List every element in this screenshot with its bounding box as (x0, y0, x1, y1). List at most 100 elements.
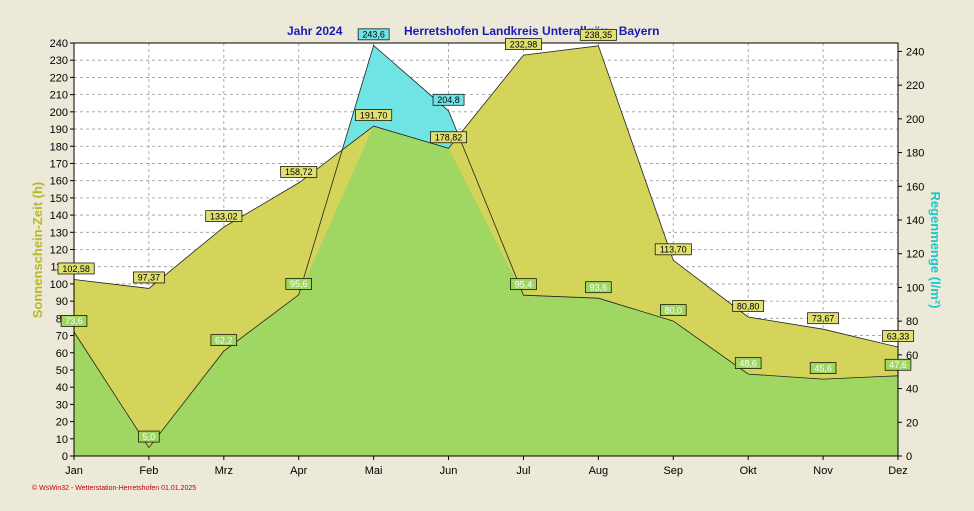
y-tick-label-right: 160 (906, 181, 924, 193)
sunshine-data-label-box (807, 312, 839, 325)
rain-data-label: 5,0 (143, 432, 156, 442)
y-tick-label-right: 20 (906, 417, 918, 429)
rain-data-label: 93,6 (590, 283, 608, 293)
sunshine-data-label-box (133, 271, 165, 284)
y-tick-label-left: 50 (56, 365, 68, 377)
x-tick-label: Feb (139, 465, 158, 477)
rain-line (73, 44, 899, 449)
footer-credit: © WsWin32 - Wetterstation-Herretshofen 0… (32, 484, 196, 492)
y-tick-label-right: 0 (906, 451, 912, 463)
rain-data-label: 62,2 (215, 335, 233, 345)
sunshine-data-label-box (57, 262, 95, 275)
rain-data-label: 45,6 (814, 363, 832, 373)
x-tick-label: Jan (65, 465, 83, 477)
rain-data-label-box (585, 281, 612, 294)
rain-data-label: 243,6 (362, 30, 385, 40)
rain-data-label-box (210, 334, 238, 346)
y-tick-label-left: 70 (56, 331, 68, 343)
sunshine-data-label: 73,67 (812, 314, 835, 324)
y-axis-label-left: Sonnenschein-Zeit (h) (30, 182, 45, 319)
sunshine-data-label: 80,80 (737, 301, 760, 311)
rain-data-label-box (285, 277, 312, 290)
rain-data-label-box (660, 304, 687, 316)
y-tick-label-left: 230 (50, 55, 68, 67)
y-tick-label-left: 90 (56, 296, 68, 308)
rain-data-label-box (884, 358, 912, 371)
y-tick-label-left: 10 (56, 434, 68, 446)
x-tick-label: Jun (440, 465, 458, 477)
rain-data-label-box (734, 357, 762, 369)
rain-data-label-box (357, 28, 390, 41)
y-tick-label-left: 190 (50, 124, 68, 136)
y-tick-label-left: 60 (56, 348, 68, 360)
y-tick-label-left: 30 (56, 399, 68, 411)
rain-data-label-box (60, 315, 88, 327)
y-tick-label-left: 140 (50, 210, 68, 222)
y-tick-label-left: 180 (50, 141, 68, 153)
y-tick-label-left: 20 (56, 417, 68, 429)
y-tick-label-right: 40 (906, 384, 918, 396)
sunshine-data-label: 102,58 (62, 264, 90, 274)
rain-data-label-box (432, 93, 465, 106)
sunshine-data-label-box (355, 109, 393, 121)
y-tick-label-right: 180 (906, 148, 924, 160)
rain-data-label-box (138, 430, 160, 443)
y-tick-label-left: 150 (50, 193, 68, 205)
sunshine-data-label: 191,70 (360, 110, 388, 120)
y-tick-label-left: 210 (50, 90, 68, 102)
x-tick-label: Jul (516, 465, 530, 477)
y-tick-label-right: 220 (906, 80, 924, 92)
rain-data-label: 73,6 (65, 316, 83, 326)
rain-data-label: 204,8 (437, 95, 460, 105)
rain-data-label: 47,6 (889, 360, 907, 370)
x-tick-label: Dez (888, 465, 908, 477)
y-tick-label-right: 120 (906, 249, 924, 261)
data-labels: 102,58 97,37 133,02 158,72 191,70 178,82 232,9… (57, 28, 914, 443)
x-tick-label: Sep (663, 465, 683, 477)
x-tick-label: Mai (365, 465, 383, 477)
rain-data-label: 80,0 (665, 305, 683, 315)
y-tick-label-left: 160 (50, 176, 68, 188)
sunshine-data-label: 158,72 (285, 167, 313, 177)
y-tick-label-left: 120 (50, 245, 68, 257)
x-tick-label: Mrz (215, 465, 233, 477)
rain-data-label: 95,4 (515, 279, 533, 289)
y-tick-label-right: 140 (906, 215, 924, 227)
sunshine-data-label-box (280, 166, 318, 178)
y-tick-label-right: 200 (906, 114, 924, 126)
sunshine-data-label-box (505, 38, 542, 50)
area-series (73, 44, 899, 457)
sunshine-data-label: 238,35 (585, 30, 613, 40)
y-tick-label-left: 100 (50, 279, 68, 291)
sunshine-data-label-box (430, 131, 467, 144)
y-tick-label-right: 60 (906, 350, 918, 362)
sunshine-data-label: 113,70 (660, 245, 687, 255)
rain-data-label: 95,6 (290, 279, 308, 289)
rain-data-label: 48,6 (739, 358, 757, 368)
sunshine-data-label: 97,37 (138, 273, 161, 283)
y-tick-label-left: 0 (62, 451, 68, 463)
sunshine-data-label-box (882, 330, 914, 342)
y-tick-label-right: 240 (906, 46, 924, 58)
y-tick-label-right: 100 (906, 282, 924, 294)
y-tick-label-left: 170 (50, 158, 68, 170)
y-tick-label-left: 40 (56, 382, 68, 394)
sunshine-data-label-box (732, 300, 765, 312)
y-tick-label-left: 200 (50, 107, 68, 119)
rain-data-label-box (510, 278, 537, 291)
sunshine-data-label: 63,33 (887, 331, 910, 341)
x-tick-label: Apr (290, 465, 307, 477)
sunshine-data-label: 232,98 (510, 39, 538, 49)
y-tick-label-right: 80 (906, 316, 918, 328)
sunshine-data-label-box (579, 28, 617, 41)
y-axis-label-right: Regenmenge (l/m²) (928, 191, 943, 308)
sunshine-data-label-box (205, 210, 243, 222)
y-tick-label-left: 130 (50, 227, 68, 239)
chart-title-place: Herretshofen Landkreis Unterallgäu - Bay… (404, 24, 659, 38)
overlap-area (74, 126, 898, 456)
sunshine-data-label-box (654, 243, 692, 256)
chart-title-year: Jahr 2024 (287, 24, 343, 38)
sunshine-data-label: 178,82 (435, 133, 463, 143)
sunshine-data-label: 133,02 (210, 211, 238, 221)
